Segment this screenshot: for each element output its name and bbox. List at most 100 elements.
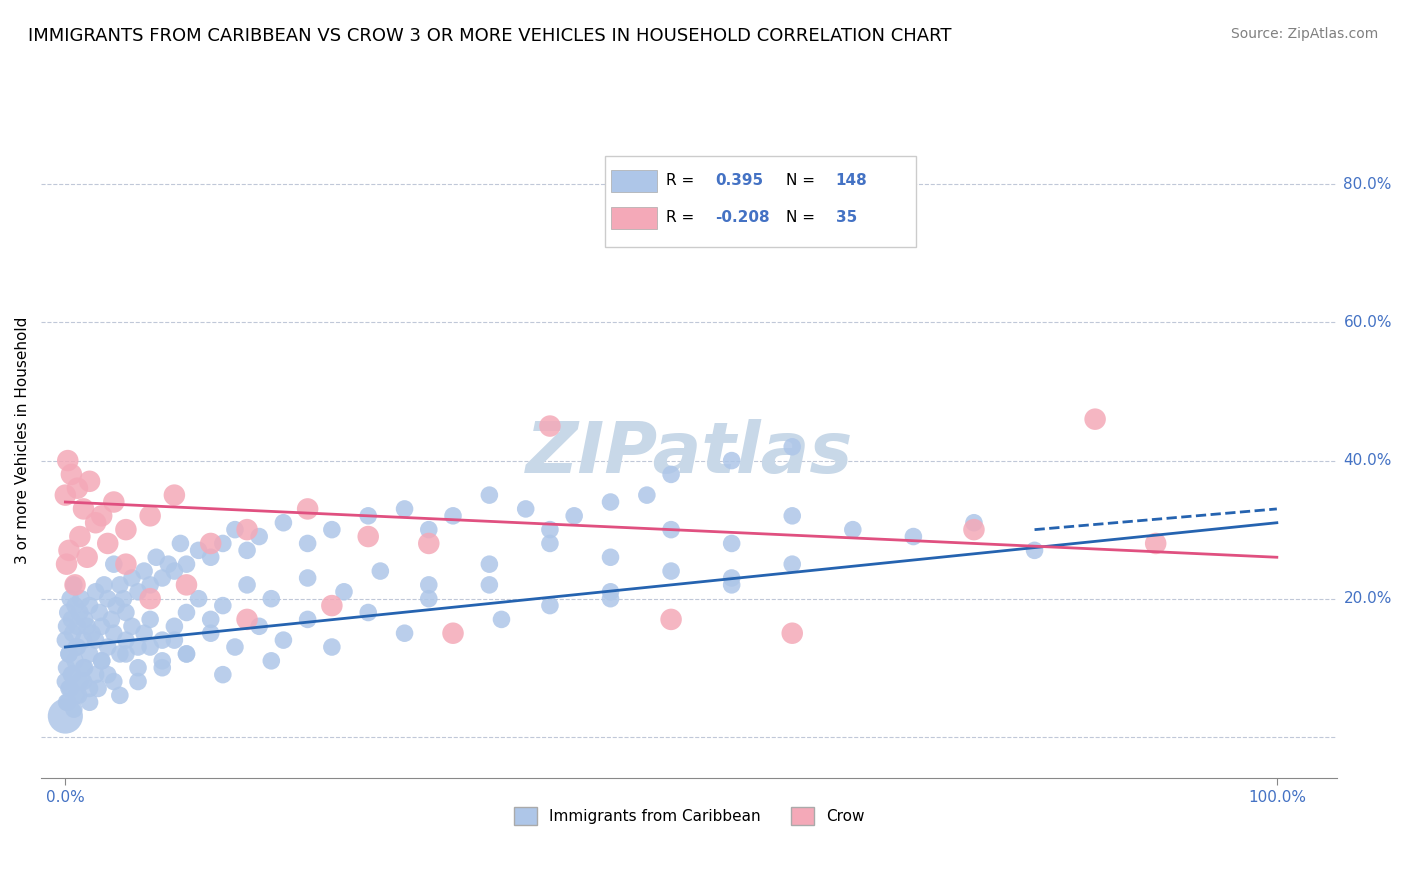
FancyBboxPatch shape xyxy=(605,156,917,247)
Point xyxy=(297,502,319,516)
Point xyxy=(90,654,112,668)
Point xyxy=(176,606,198,620)
Point xyxy=(65,640,87,654)
Point xyxy=(115,633,138,648)
Point xyxy=(73,661,96,675)
Point xyxy=(163,619,186,633)
Point xyxy=(103,674,125,689)
Point xyxy=(63,578,86,592)
Point xyxy=(115,606,138,620)
Point xyxy=(84,667,107,681)
Point xyxy=(297,536,319,550)
Point xyxy=(84,633,107,648)
Text: 80.0%: 80.0% xyxy=(1344,177,1392,192)
Text: N =: N = xyxy=(786,211,820,226)
Point xyxy=(65,689,87,703)
Point xyxy=(478,557,501,571)
Point xyxy=(176,647,198,661)
Point xyxy=(321,599,343,613)
Point xyxy=(60,467,83,482)
Text: 35: 35 xyxy=(835,211,858,226)
Point xyxy=(163,488,186,502)
Legend: Immigrants from Caribbean, Crow: Immigrants from Caribbean, Crow xyxy=(508,801,870,831)
Point xyxy=(176,557,198,571)
Point xyxy=(636,488,658,502)
Point xyxy=(333,584,356,599)
Point xyxy=(55,619,77,633)
Point xyxy=(62,667,84,681)
Point xyxy=(418,523,440,537)
Point xyxy=(599,550,621,565)
Point xyxy=(139,591,162,606)
Point xyxy=(273,516,295,530)
Y-axis label: 3 or more Vehicles in Household: 3 or more Vehicles in Household xyxy=(15,316,30,564)
Point xyxy=(55,557,77,571)
Point xyxy=(297,571,319,585)
Point xyxy=(150,654,173,668)
Point xyxy=(139,640,162,654)
Point xyxy=(515,502,537,516)
Point xyxy=(93,578,115,592)
Point xyxy=(79,599,101,613)
Point xyxy=(187,591,209,606)
Point xyxy=(200,550,222,565)
Point xyxy=(73,612,96,626)
Point xyxy=(97,591,120,606)
Point xyxy=(357,508,380,523)
Point xyxy=(90,619,112,633)
Point xyxy=(211,599,233,613)
Point xyxy=(321,640,343,654)
Point xyxy=(780,440,803,454)
Point xyxy=(72,502,94,516)
Point xyxy=(659,612,682,626)
Point xyxy=(538,419,561,434)
Point xyxy=(599,591,621,606)
Point xyxy=(357,530,380,544)
Point xyxy=(357,606,380,620)
Point xyxy=(441,626,464,640)
Point xyxy=(903,530,925,544)
Point xyxy=(236,612,259,626)
Point xyxy=(273,633,295,648)
Text: N =: N = xyxy=(786,173,820,188)
Point xyxy=(80,626,103,640)
Point xyxy=(145,550,167,565)
Point xyxy=(236,543,259,558)
Point xyxy=(224,523,246,537)
Point xyxy=(72,674,94,689)
Point xyxy=(66,619,89,633)
Point xyxy=(200,626,222,640)
Point xyxy=(139,612,162,626)
Point xyxy=(79,647,101,661)
Point xyxy=(121,571,143,585)
Point xyxy=(538,536,561,550)
Point xyxy=(1144,536,1167,550)
Point xyxy=(599,584,621,599)
Point xyxy=(247,530,270,544)
Point xyxy=(491,612,513,626)
Point xyxy=(176,647,198,661)
Text: ZIPatlas: ZIPatlas xyxy=(526,419,853,488)
Point xyxy=(58,543,80,558)
Point xyxy=(842,523,865,537)
Point xyxy=(63,599,86,613)
Point xyxy=(132,564,155,578)
Point xyxy=(84,584,107,599)
Point xyxy=(720,453,742,467)
Point xyxy=(139,578,162,592)
Point xyxy=(53,674,76,689)
Point xyxy=(441,508,464,523)
Point xyxy=(659,564,682,578)
Point xyxy=(97,667,120,681)
Point xyxy=(1084,412,1107,426)
Point xyxy=(115,523,138,537)
Point xyxy=(394,626,416,640)
Point xyxy=(211,667,233,681)
Point xyxy=(62,626,84,640)
Point xyxy=(224,640,246,654)
Point xyxy=(60,667,83,681)
Point xyxy=(127,661,149,675)
Text: R =: R = xyxy=(666,211,699,226)
Point xyxy=(58,681,80,696)
Point xyxy=(76,550,98,565)
